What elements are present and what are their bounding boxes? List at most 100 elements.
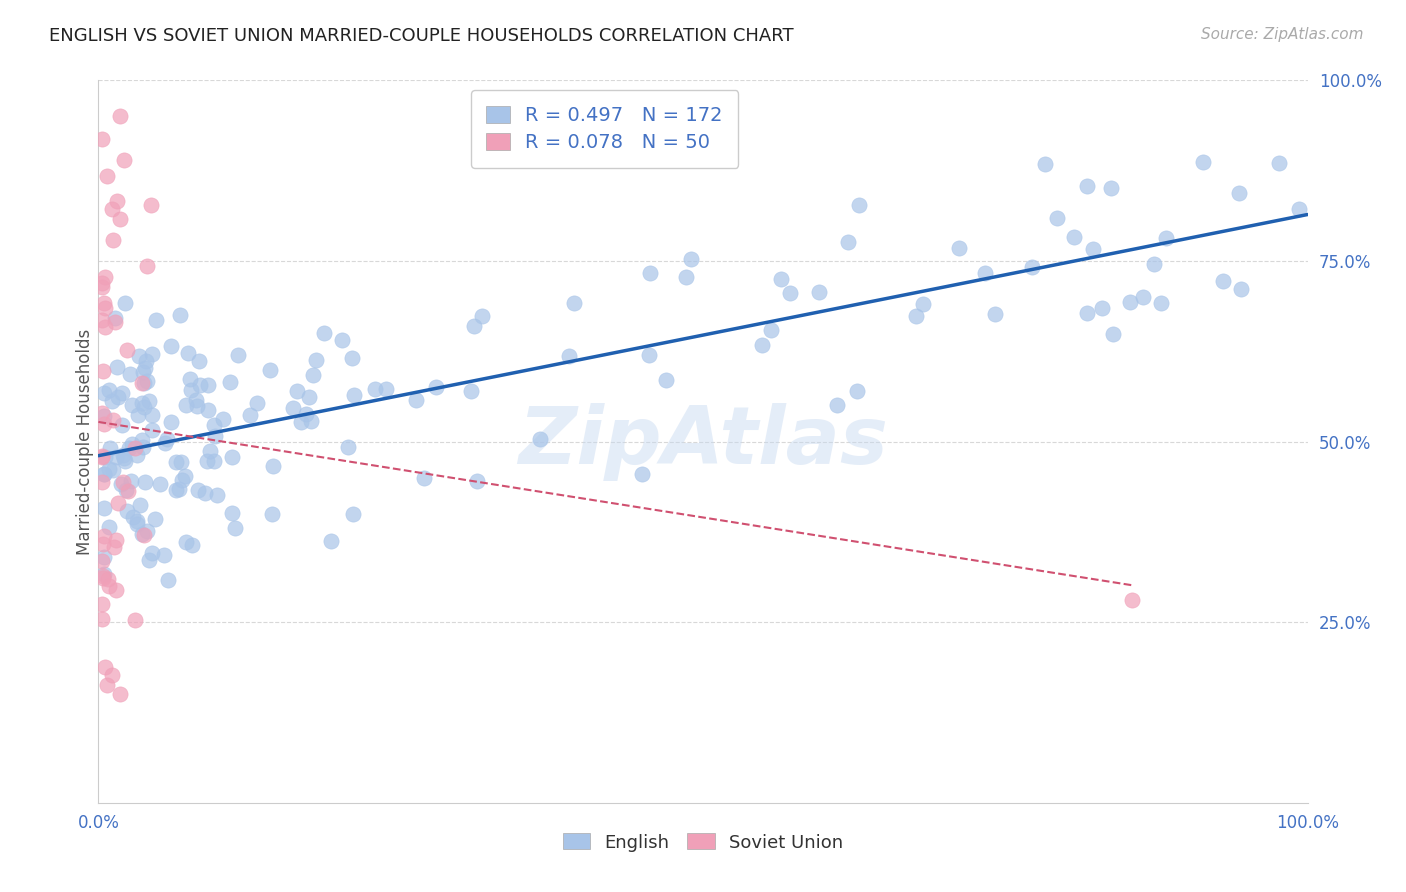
Point [630, 467, 652, 482]
Point [188, 354, 211, 368]
Point [134, 360, 156, 375]
Point [1081, 243, 1104, 257]
Point [149, 477, 172, 491]
Point [1268, 156, 1291, 170]
Point [97, 520, 120, 534]
Point [319, 533, 342, 548]
Point [110, 110, 132, 124]
Point [91, 450, 114, 464]
Point [259, 362, 281, 376]
Point [136, 524, 159, 538]
Point [121, 398, 143, 412]
Point [825, 398, 848, 412]
Point [91, 571, 114, 585]
Point [91, 536, 114, 550]
Point [180, 383, 202, 397]
Point [1288, 202, 1310, 216]
Point [101, 413, 124, 427]
Point [128, 349, 150, 363]
Point [295, 407, 318, 421]
Point [91, 597, 114, 611]
Point [91, 364, 114, 378]
Point [114, 296, 136, 310]
Point [751, 338, 773, 352]
Point [93, 550, 115, 565]
Point [132, 440, 155, 454]
Point [108, 211, 131, 226]
Point [287, 384, 309, 399]
Point [91, 132, 114, 146]
Text: Source: ZipAtlas.com: Source: ZipAtlas.com [1201, 27, 1364, 42]
Point [948, 241, 970, 255]
Point [1076, 306, 1098, 320]
Point [157, 573, 180, 587]
Point [127, 517, 149, 532]
Point [219, 375, 242, 389]
Point [115, 504, 138, 518]
Point [141, 423, 163, 437]
Point [160, 339, 183, 353]
Point [174, 535, 197, 549]
Point [224, 521, 246, 535]
Point [98, 461, 121, 475]
Point [93, 386, 115, 401]
Point [91, 450, 114, 464]
Point [131, 433, 153, 447]
Point [93, 296, 115, 310]
Point [124, 613, 146, 627]
Point [177, 345, 200, 359]
Point [101, 202, 124, 216]
Point [759, 323, 782, 337]
Point [655, 373, 678, 387]
Point [364, 383, 387, 397]
Point [197, 402, 219, 417]
Point [93, 467, 115, 481]
Point [91, 568, 114, 582]
Point [808, 285, 831, 300]
Point [138, 393, 160, 408]
Point [94, 659, 117, 673]
Point [1033, 156, 1056, 170]
Point [460, 384, 482, 398]
Point [124, 441, 146, 455]
Point [1154, 231, 1177, 245]
Point [675, 269, 697, 284]
Point [186, 399, 208, 413]
Point [846, 384, 869, 398]
Point [134, 354, 156, 368]
Point [132, 365, 155, 379]
Point [111, 418, 134, 433]
Point [176, 398, 198, 412]
Point [343, 388, 366, 402]
Point [374, 383, 396, 397]
Point [101, 668, 124, 682]
Point [170, 473, 193, 487]
Point [153, 436, 176, 450]
Point [107, 390, 129, 404]
Point [262, 458, 284, 473]
Point [165, 483, 187, 497]
Point [93, 529, 115, 543]
Point [121, 437, 143, 451]
Point [139, 198, 162, 212]
Point [314, 326, 336, 341]
Point [94, 450, 117, 465]
Point [94, 319, 117, 334]
Point [302, 368, 325, 382]
Point [91, 277, 114, 291]
Point [180, 538, 202, 552]
Point [91, 554, 114, 568]
Point [186, 393, 208, 408]
Point [211, 412, 233, 426]
Point [221, 450, 243, 465]
Point [1229, 186, 1251, 200]
Point [108, 687, 131, 701]
Point [1091, 301, 1114, 315]
Point [173, 468, 195, 483]
Point [117, 483, 139, 498]
Point [239, 408, 262, 422]
Point [134, 400, 156, 414]
Point [463, 318, 485, 333]
Point [127, 409, 149, 423]
Point [107, 496, 129, 510]
